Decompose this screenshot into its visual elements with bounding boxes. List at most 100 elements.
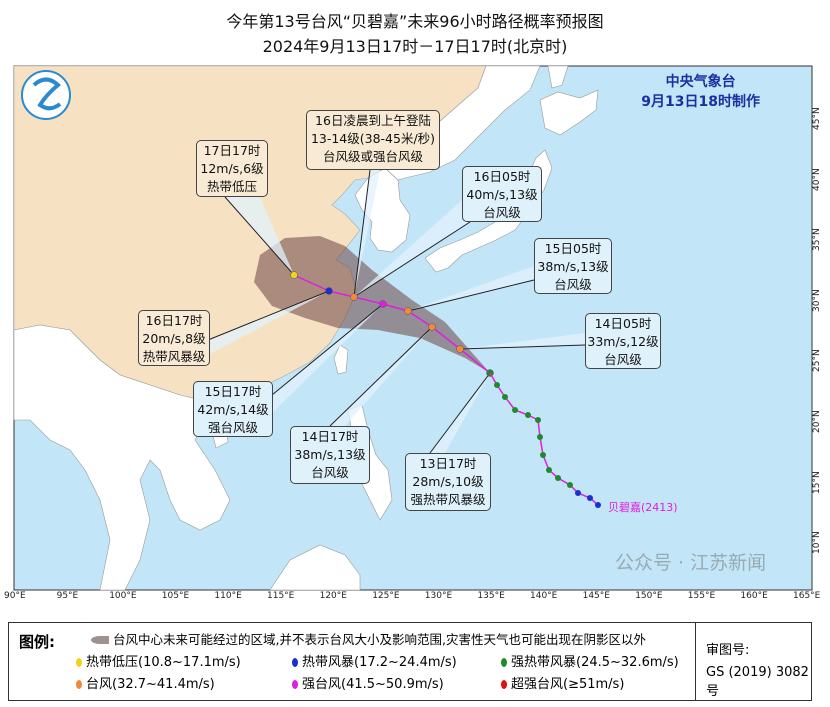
callout-pointer <box>408 266 534 311</box>
callout-box: 16日17时 20m/s,8级 热带风暴级 <box>138 310 210 366</box>
callout-line: 33m/s,12级 <box>587 334 659 349</box>
typhoon-symbol-icon <box>292 680 298 689</box>
lon-label: 120°E <box>319 591 347 601</box>
hokkaido-land <box>539 89 599 136</box>
callout-pointer <box>208 291 329 355</box>
callout-line: 38m/s,13级 <box>537 259 609 274</box>
lon-label: 165°E <box>793 591 821 601</box>
callout-line: 12m/s,6级 <box>200 161 264 176</box>
leader-line <box>353 169 371 298</box>
lat-label: 10°N <box>812 531 822 555</box>
past-point <box>540 452 546 458</box>
typhoon-symbol-icon <box>501 658 507 667</box>
lon-label: 95°E <box>56 591 79 601</box>
review-label: 审图号: <box>706 643 750 658</box>
watermark: 公众号 · 江苏新闻 <box>615 552 767 574</box>
past-point <box>512 407 518 413</box>
lat-label: 25°N <box>812 349 822 373</box>
lat-label: 40°N <box>812 167 822 191</box>
callout-line: 台风级 <box>483 205 521 220</box>
callout-line: 15日17时 <box>204 384 262 399</box>
leader-line <box>459 344 586 350</box>
lat-label: 45°N <box>812 107 822 130</box>
map-subtitle: 2024年9月13日17时－17日17时(北京时) <box>262 37 568 56</box>
leader-line <box>207 290 330 341</box>
lat-label: 20°N <box>812 410 822 433</box>
lon-label: 105°E <box>161 591 190 601</box>
callout-pointer <box>460 333 585 349</box>
legend-label: 强台风(41.5~50.9m/s) <box>302 677 444 692</box>
legend-item: 热带低压(10.8~17.1m/s) <box>76 651 241 670</box>
typhoon-symbol-icon <box>76 658 82 667</box>
callout-box: 15日05时 38m/s,13级 台风级 <box>534 238 612 294</box>
legend-label: 台风(32.7~41.4m/s) <box>86 677 215 692</box>
past-track <box>489 372 601 508</box>
lon-label: 140°E <box>530 591 558 601</box>
legend-heading: 图例: <box>19 633 55 651</box>
callout-box: 14日17时 38m/s,13级 台风级 <box>290 426 370 484</box>
leader-line <box>407 279 535 312</box>
map-title: 今年第13号台风“贝碧嘉”未来96小时路径概率预报图 <box>226 12 604 31</box>
past-point <box>567 482 573 488</box>
callout-line: 台风级 <box>604 352 642 367</box>
agency-stamp: 中央气象台 9月13日18时制作 <box>641 72 760 112</box>
past-point <box>535 417 541 423</box>
past-point <box>494 382 500 388</box>
callout-line: 16日17时 <box>145 313 203 328</box>
forecast-point <box>404 307 412 315</box>
past-point <box>525 412 531 418</box>
callout-box: 17日17时 12m/s,6级 热带低压 <box>196 140 268 197</box>
past-point <box>587 495 593 501</box>
callout-line: 40m/s,13级 <box>466 187 538 202</box>
legend-item: 强台风(41.5~50.9m/s) <box>292 673 444 692</box>
issue-time: 9月13日18时制作 <box>641 94 760 110</box>
callout-line: 28m/s,10级 <box>412 474 484 489</box>
lon-label: 100°E <box>109 591 137 601</box>
forecast-point <box>456 345 464 353</box>
callout-line: 38m/s,13级 <box>294 447 366 462</box>
lon-label: 125°E <box>372 591 400 601</box>
legend-label: 强热带风暴(24.5~32.6m/s) <box>511 655 679 670</box>
past-point <box>595 502 601 508</box>
past-point <box>575 490 581 496</box>
callout-pointer <box>354 170 380 297</box>
legend: 图例: 台风中心未来可能经过的区域,并不表示台风大小及影响范围,灾害性天气也可能… <box>8 622 812 701</box>
leader-line <box>429 372 491 454</box>
callout-line: 13日17时 <box>419 456 477 471</box>
past-point <box>546 467 552 473</box>
callout-line: 14日17时 <box>301 429 359 444</box>
legend-item: 强热带风暴(24.5~32.6m/s) <box>501 651 679 670</box>
forecast-point <box>350 293 358 301</box>
past-point <box>502 394 508 400</box>
callout-pointer <box>354 200 470 297</box>
lat-label: 15°N <box>812 470 822 494</box>
agency-name: 中央气象台 <box>665 74 736 90</box>
callout-box: 15日17时 42m/s,14级 强台风级 <box>193 381 273 437</box>
callout-line: 热带风暴级 <box>142 349 206 364</box>
callout-line: 16日05时 <box>473 169 531 184</box>
callout-line: 强台风级 <box>207 420 258 435</box>
callout-line: 15日05时 <box>544 241 602 256</box>
callout-box: 16日05时 40m/s,13级 台风级 <box>462 166 542 222</box>
past-point <box>537 434 543 440</box>
callout-line: 14日05时 <box>594 316 652 331</box>
lon-label: 115°E <box>267 591 295 601</box>
forecast-point <box>290 271 298 279</box>
forecast-point <box>325 287 333 295</box>
lon-label: 145°E <box>582 591 610 601</box>
callout-box: 14日05时 33m/s,12级 台风级 <box>585 313 661 369</box>
legend-item: 台风(32.7~41.4m/s) <box>76 673 215 692</box>
cone-icon <box>91 636 109 644</box>
callout-line: 20m/s,8级 <box>142 331 206 346</box>
legend-item: 超强台风(≥51m/s) <box>501 673 624 692</box>
lon-label: 135°E <box>477 591 505 601</box>
typhoon-symbol-icon <box>76 680 82 689</box>
legend-label: 热带风暴(17.2~24.4m/s) <box>302 655 457 670</box>
callout-box: 16日凌晨到上午登陆 13-14级(38-45米/秒) 台风级或强台风级 <box>306 110 440 170</box>
lat-label: 35°N <box>812 228 822 252</box>
callout-line: 台风级或强台风级 <box>322 149 423 164</box>
legend-cone-desc: 台风中心未来可能经过的区域,并不表示台风大小及影响范围,灾害性天气也可能出现在阴… <box>91 629 646 648</box>
forecast-point <box>428 323 436 331</box>
callout-line: 13-14级(38-45米/秒) <box>310 131 436 146</box>
typhoon-symbol-icon <box>292 658 298 667</box>
